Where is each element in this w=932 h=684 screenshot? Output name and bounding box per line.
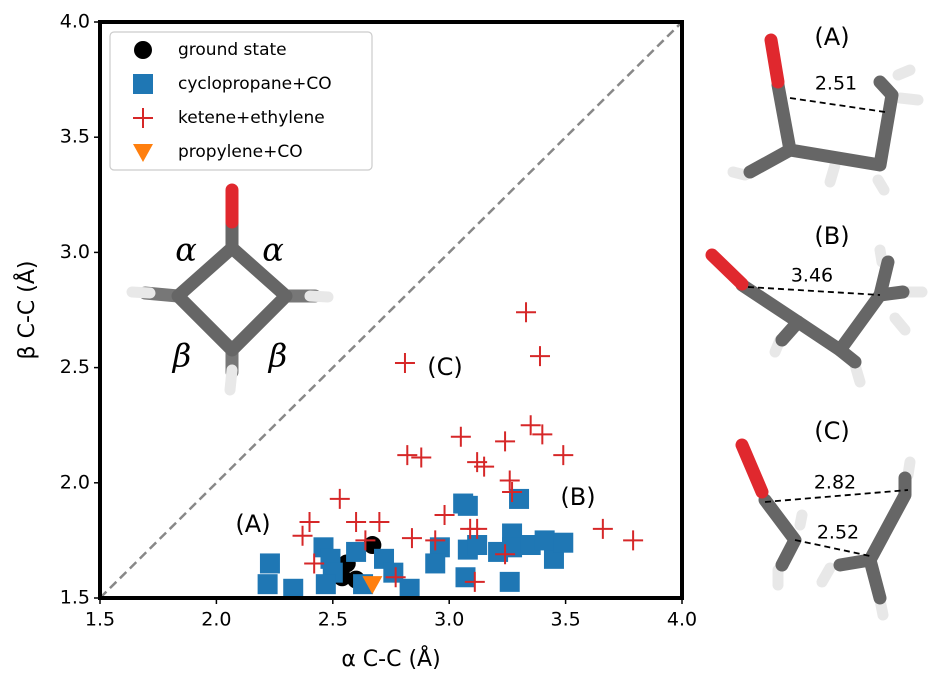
point: [258, 574, 278, 594]
x-tick-label: 4.0: [667, 609, 697, 631]
point: [495, 431, 515, 451]
point: [535, 530, 555, 550]
point: [346, 542, 366, 562]
figure: α α β β (A) 2.51 (B) 3.46: [0, 0, 932, 684]
structure-label: (B): [814, 222, 849, 250]
point: [425, 553, 445, 573]
annotation: (C): [427, 353, 462, 381]
legend-marker: [133, 74, 153, 94]
y-tick-label: 4.0: [60, 11, 90, 33]
legend-marker: [134, 41, 152, 59]
point: [458, 496, 478, 516]
point: [530, 346, 550, 366]
point: [397, 445, 417, 465]
point: [623, 530, 643, 550]
point: [521, 415, 541, 435]
inset-label: β: [172, 337, 192, 375]
y-tick-label: 3.0: [60, 241, 90, 263]
inset-molecule: [132, 190, 328, 390]
point: [402, 528, 422, 548]
distance-label: 3.46: [791, 265, 833, 287]
distance-label: 2.51: [815, 73, 857, 95]
legend-label: ketene+ethylene: [178, 108, 325, 128]
structure-label: (C): [814, 417, 849, 445]
distance-label: 2.52: [817, 522, 859, 544]
point: [346, 512, 366, 532]
x-tick-label: 3.5: [550, 609, 580, 631]
point: [455, 567, 475, 587]
x-tick-label: 3.0: [434, 609, 464, 631]
x-tick-label: 2.0: [201, 609, 231, 631]
legend-label: propylene+CO: [178, 142, 303, 162]
point: [500, 470, 520, 490]
y-tick-label: 2.5: [60, 356, 90, 378]
point: [330, 489, 350, 509]
point: [500, 572, 520, 592]
distance-label: 2.82: [814, 472, 856, 494]
point: [400, 579, 420, 599]
legend-label: cyclopropane+CO: [178, 74, 332, 94]
legend-label: ground state: [178, 40, 287, 60]
x-tick-label: 2.5: [318, 609, 348, 631]
structure-a: [733, 40, 918, 190]
inset-label: β: [268, 337, 288, 375]
point: [516, 302, 536, 322]
point: [411, 447, 431, 467]
point: [260, 553, 280, 573]
point: [435, 505, 455, 525]
x-axis-label: α C-C (Å): [341, 645, 440, 672]
point: [369, 512, 389, 532]
point: [593, 519, 613, 539]
annotation: (B): [560, 483, 595, 511]
inset-label: α: [262, 231, 284, 269]
point: [451, 427, 471, 447]
point: [553, 445, 573, 465]
y-axis-label: β C-C (Å): [13, 261, 40, 360]
y-tick-label: 2.0: [60, 471, 90, 493]
point: [395, 353, 415, 373]
inset-label: α: [175, 231, 197, 269]
x-tick-label: 1.5: [85, 609, 115, 631]
point: [316, 574, 336, 594]
point: [532, 424, 552, 444]
point: [553, 533, 573, 553]
y-tick-label: 1.5: [60, 587, 90, 609]
annotation: (A): [235, 510, 270, 538]
y-tick-label: 3.5: [60, 126, 90, 148]
structure-label: (A): [814, 23, 849, 51]
point: [283, 579, 303, 599]
